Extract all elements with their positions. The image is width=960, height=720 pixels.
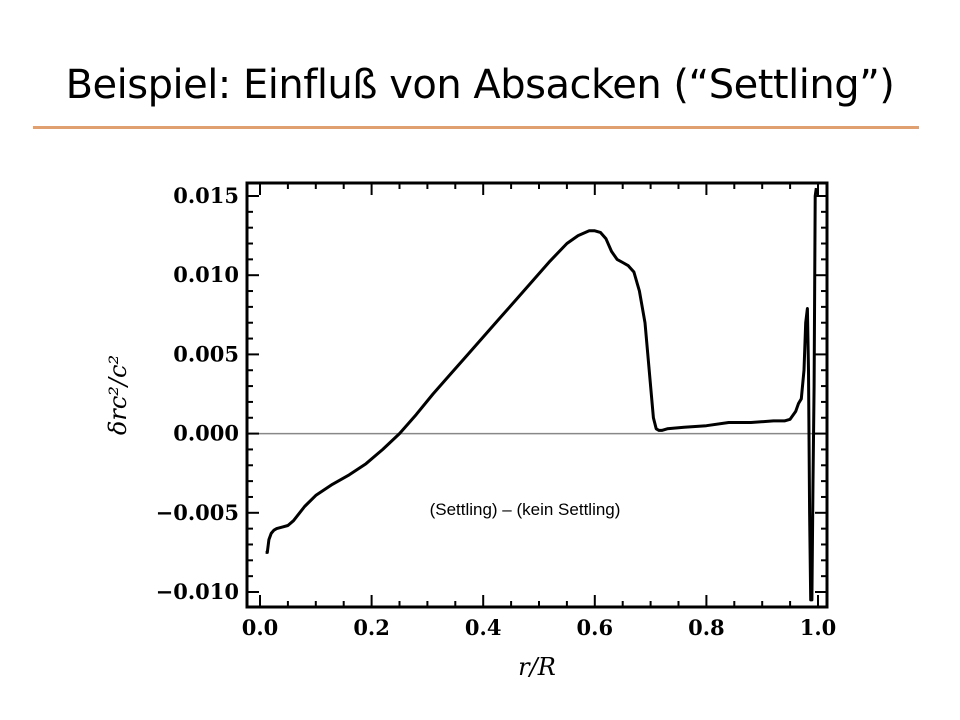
x-ticks xyxy=(259,183,819,607)
x-tick-label: 0.2 xyxy=(353,615,390,640)
y-tick-label: −0.010 xyxy=(156,579,239,604)
x-tick-label: 0.6 xyxy=(577,615,614,640)
x-tick-label: 1.0 xyxy=(800,615,837,640)
plot-frame xyxy=(245,181,829,609)
annotation-label: (Settling) – (kein Settling) xyxy=(430,500,621,519)
y-tick-label: −0.005 xyxy=(156,500,239,525)
y-tick-label: 0.010 xyxy=(173,262,239,287)
x-axis-label: r/R xyxy=(518,653,556,681)
x-tick-label: 0.4 xyxy=(465,615,502,640)
y-tick-label: 0.005 xyxy=(173,341,239,366)
y-axis-label: δrc²/c² xyxy=(104,355,132,435)
y-ticks xyxy=(247,195,827,593)
y-tick-labels: 0.015 0.010 0.005 0.000 −0.005 −0.010 xyxy=(156,183,239,604)
data-series-line xyxy=(265,187,818,602)
slide-title: Beispiel: Einfluß von Absacken (“Settlin… xyxy=(65,62,895,108)
y-tick-label: 0.015 xyxy=(173,183,239,208)
title-divider xyxy=(33,126,919,129)
x-tick-labels: 0.0 0.2 0.4 0.6 0.8 1.0 xyxy=(242,615,837,640)
x-tick-label: 0.0 xyxy=(242,615,279,640)
y-tick-label: 0.000 xyxy=(173,421,239,446)
x-tick-label: 0.8 xyxy=(688,615,725,640)
